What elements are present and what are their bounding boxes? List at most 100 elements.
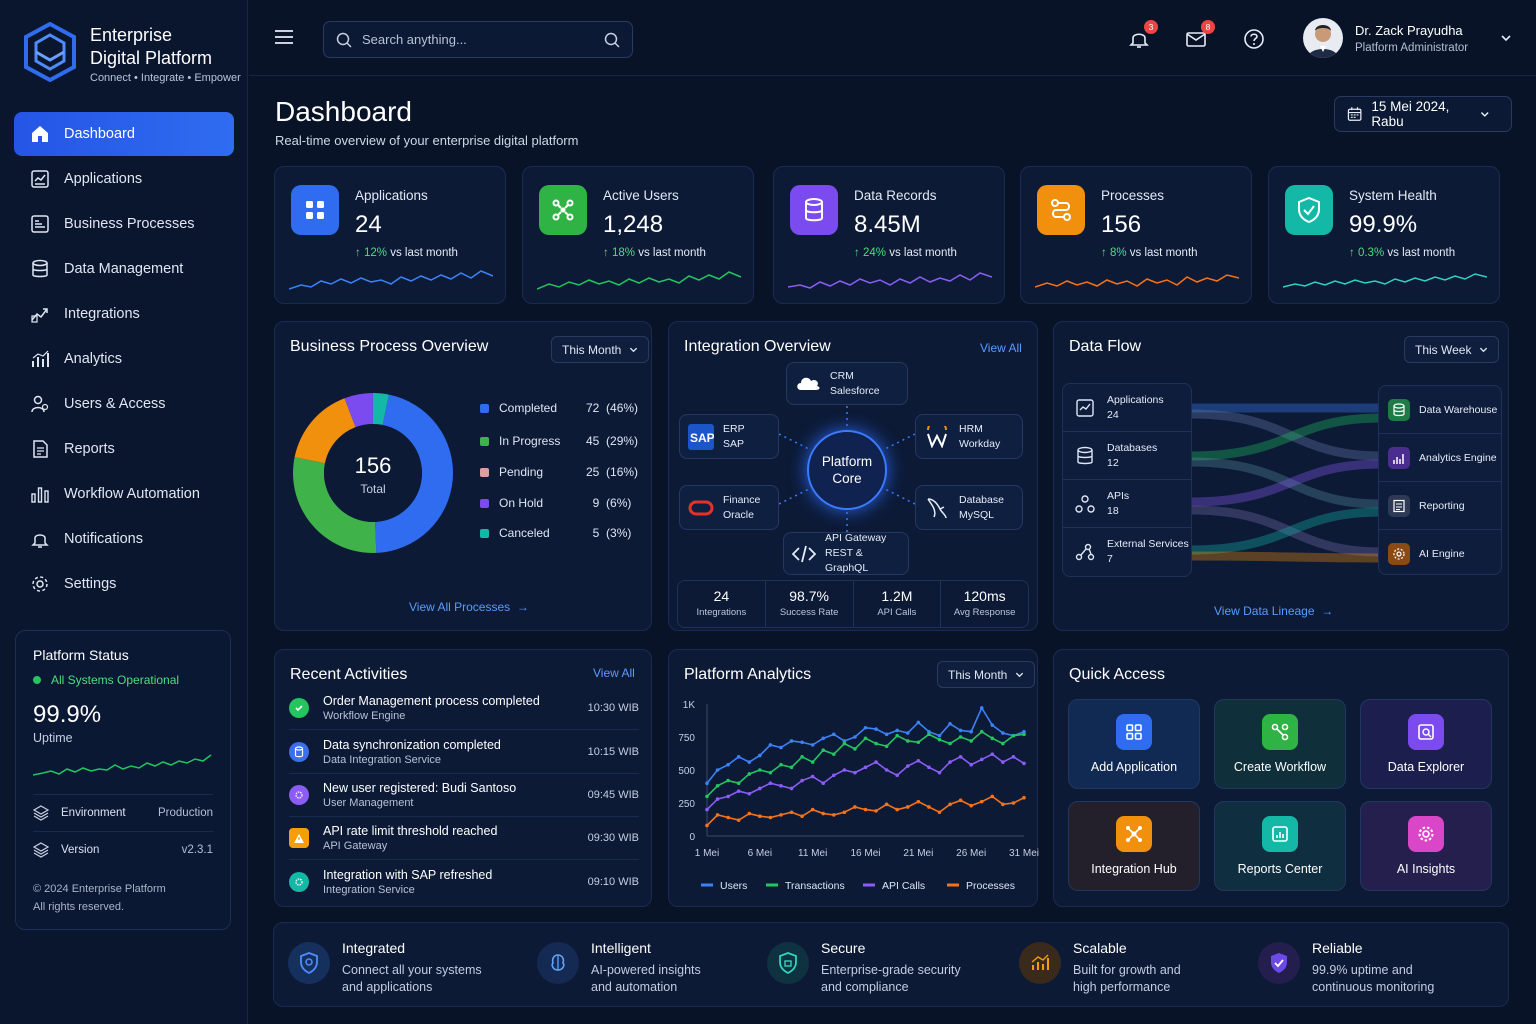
data-point bbox=[779, 762, 783, 767]
user-menu[interactable]: Dr. Zack Prayudha Platform Administrator bbox=[1303, 18, 1512, 58]
data-point bbox=[779, 784, 783, 788]
activity-item[interactable]: Data synchronization completed Data Integ… bbox=[289, 731, 639, 774]
ai-insights-button[interactable]: AI Insights bbox=[1360, 801, 1492, 891]
sidebar-item-dashboard[interactable]: Dashboard bbox=[14, 112, 234, 156]
data-point bbox=[927, 729, 931, 734]
data-source-item[interactable]: Databases 12 bbox=[1063, 432, 1191, 480]
date-value: 15 Mei 2024, Rabu bbox=[1371, 99, 1450, 129]
y-tick-label: 1K bbox=[683, 700, 696, 711]
integration-stat: 1.2M API Calls bbox=[854, 581, 942, 627]
activity-item[interactable]: API rate limit threshold reached API Gate… bbox=[289, 817, 639, 860]
view-data-lineage-link[interactable]: View Data Lineage → bbox=[1214, 604, 1334, 618]
data-point bbox=[832, 773, 836, 778]
activity-item[interactable]: Order Management process completed Workfl… bbox=[289, 687, 639, 730]
reports-center-button[interactable]: Reports Center bbox=[1214, 801, 1346, 891]
view-all-integrations-link[interactable]: View All bbox=[980, 341, 1022, 355]
layers-icon bbox=[33, 842, 49, 858]
integration-stat: 24 Integrations bbox=[678, 581, 766, 627]
x-tick-label: 6 Mei bbox=[748, 848, 772, 859]
sidebar-item-settings[interactable]: Settings bbox=[14, 562, 234, 606]
series-line-transactions bbox=[706, 730, 1025, 797]
messages-button[interactable]: 8 bbox=[1185, 20, 1215, 50]
integration-node-erp[interactable]: SAP ERP SAP bbox=[679, 414, 779, 459]
data-point bbox=[863, 725, 868, 730]
integration-node-api-gateway[interactable]: API Gateway REST & GraphQL bbox=[783, 532, 909, 575]
help-button[interactable] bbox=[1243, 28, 1265, 50]
view-all-processes-link[interactable]: View All Processes → bbox=[409, 600, 529, 614]
stat-card-system-health[interactable]: System Health 99.9% ↑ 0.3% vs last month bbox=[1268, 166, 1500, 304]
data-target-item[interactable]: Analytics Engine bbox=[1379, 434, 1501, 482]
database-icon bbox=[1077, 446, 1093, 464]
data-point bbox=[1001, 760, 1005, 764]
data-point bbox=[958, 735, 963, 739]
search-input[interactable] bbox=[362, 32, 604, 47]
stat-card-data-records[interactable]: Data Records 8.45M ↑ 24% vs last month bbox=[773, 166, 1005, 304]
integration-hub-button[interactable]: Integration Hub bbox=[1068, 801, 1200, 891]
create-workflow-button[interactable]: Create Workflow bbox=[1214, 699, 1346, 789]
x-tick-label: 1 Mei bbox=[695, 848, 719, 859]
view-all-activities-link[interactable]: View All bbox=[593, 666, 635, 680]
data-target-item[interactable]: Reporting bbox=[1379, 482, 1501, 530]
data-point bbox=[747, 811, 752, 816]
data-point bbox=[916, 758, 921, 763]
brain-icon bbox=[537, 942, 579, 984]
data-source-item[interactable]: Applications 24 bbox=[1063, 384, 1191, 432]
sidebar-item-notifications[interactable]: Notifications bbox=[14, 517, 234, 561]
data-explorer-button[interactable]: Data Explorer bbox=[1360, 699, 1492, 789]
integration-node-database[interactable]: Database MySQL bbox=[915, 485, 1023, 530]
data-point bbox=[705, 807, 709, 812]
data-point bbox=[789, 765, 794, 770]
sidebar-item-business-processes[interactable]: Business Processes bbox=[14, 202, 234, 246]
data-point bbox=[895, 773, 899, 778]
node-title: HRM bbox=[959, 422, 983, 435]
search-submit-icon[interactable] bbox=[604, 32, 620, 48]
page-title: Dashboard bbox=[275, 96, 412, 127]
add-application-button[interactable]: Add Application bbox=[1068, 699, 1200, 789]
sidebar-item-analytics[interactable]: Analytics bbox=[14, 337, 234, 381]
data-point bbox=[874, 760, 878, 764]
bell-icon bbox=[31, 534, 49, 548]
node-title: ERP bbox=[723, 422, 745, 435]
sidebar-item-users-access[interactable]: Users & Access bbox=[14, 382, 234, 426]
version-row: Version v2.3.1 bbox=[33, 831, 213, 868]
platform-core-hub[interactable]: Platform Core bbox=[807, 430, 887, 510]
series-line-api-calls bbox=[706, 753, 1025, 811]
data-point bbox=[927, 765, 931, 770]
avatar bbox=[1303, 18, 1343, 58]
data-point bbox=[1022, 729, 1026, 734]
data-source-item[interactable]: External Services 7 bbox=[1063, 528, 1191, 576]
activity-item[interactable]: New user registered: Budi Santoso User Ma… bbox=[289, 774, 639, 817]
activity-item[interactable]: Integration with SAP refreshed Integratio… bbox=[289, 860, 639, 903]
brand-logo[interactable]: Enterprise Digital Platform Connect • In… bbox=[24, 22, 241, 84]
search-bar[interactable] bbox=[323, 21, 633, 58]
integration-node-crm[interactable]: CRM Salesforce bbox=[786, 362, 908, 405]
data-point bbox=[990, 736, 995, 741]
integration-node-hrm[interactable]: HRM Workday bbox=[915, 414, 1023, 459]
stat-card-applications[interactable]: Applications 24 ↑ 12% vs last month bbox=[274, 166, 506, 304]
data-point bbox=[884, 744, 889, 749]
sidebar-item-reports[interactable]: Reports bbox=[14, 427, 234, 471]
stat-label: System Health bbox=[1349, 188, 1437, 203]
period-dropdown[interactable]: This Week bbox=[1404, 336, 1500, 363]
hamburger-menu-icon[interactable] bbox=[275, 29, 293, 45]
sidebar-item-integrations[interactable]: Integrations bbox=[14, 292, 234, 336]
data-target-item[interactable]: AI Engine bbox=[1379, 530, 1501, 578]
integration-node-finance[interactable]: Finance Oracle bbox=[679, 485, 779, 530]
data-point bbox=[768, 815, 773, 820]
legend-swatch bbox=[480, 467, 489, 477]
sidebar-item-data-management[interactable]: Data Management bbox=[14, 247, 234, 291]
period-dropdown[interactable]: This Month bbox=[937, 661, 1036, 688]
sidebar-item-applications[interactable]: Applications bbox=[14, 157, 234, 201]
period-dropdown[interactable]: This Month bbox=[551, 336, 650, 363]
data-target-item[interactable]: Data Warehouse bbox=[1379, 386, 1501, 434]
date-picker[interactable]: 15 Mei 2024, Rabu bbox=[1334, 96, 1512, 132]
stat-card-active-users[interactable]: Active Users 1,248 ↑ 18% vs last month bbox=[522, 166, 754, 304]
x-tick-label: 31 Mei bbox=[1009, 848, 1039, 859]
sidebar-item-workflow-automation[interactable]: Workflow Automation bbox=[14, 472, 234, 516]
notifications-button[interactable]: 3 bbox=[1128, 20, 1158, 50]
data-point bbox=[916, 799, 921, 804]
uptime-sparkline bbox=[32, 754, 212, 776]
data-point bbox=[958, 755, 963, 759]
stat-card-processes[interactable]: Processes 156 ↑ 8% vs last month bbox=[1020, 166, 1252, 304]
data-source-item[interactable]: APIs 18 bbox=[1063, 480, 1191, 528]
